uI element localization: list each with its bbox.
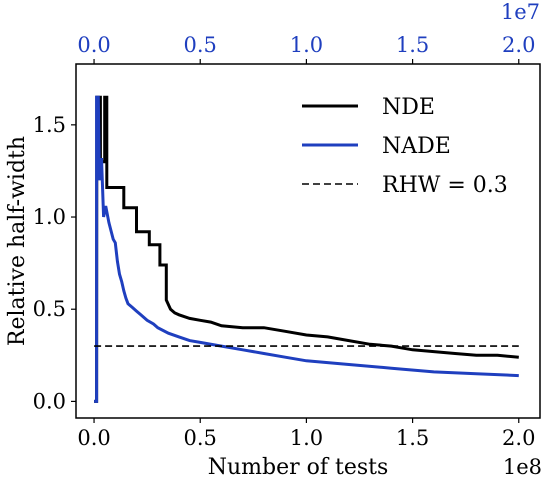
y-tick-label: 0.0 — [33, 389, 66, 413]
x-tick-label: 2.0 — [502, 426, 535, 450]
series-layer — [94, 95, 519, 403]
top-tick-label: 0.0 — [77, 33, 110, 57]
y-tick-label: 1.0 — [33, 205, 66, 229]
top-tick-label: 2.0 — [502, 33, 535, 57]
x-axis-multiplier: 1e8 — [503, 455, 542, 479]
legend-label-nade: NADE — [382, 134, 451, 159]
top-axis-multiplier: 1e7 — [501, 0, 540, 24]
legend: NDE NADE RHW = 0.3 — [302, 95, 508, 198]
y-tick-label: 1.5 — [33, 113, 66, 137]
x-tick-label: 1.5 — [396, 426, 429, 450]
legend-label-nde: NDE — [382, 95, 435, 120]
x-tick-label: 0.0 — [77, 426, 110, 450]
axes-frame — [75, 63, 541, 419]
top-tick-label: 0.5 — [184, 33, 217, 57]
top-tick-label: 1.0 — [290, 33, 323, 57]
x-axis-title: Number of tests — [208, 455, 389, 480]
ticks-layer: 0.0 0.5 1.0 1.5 2.0 0.0 0.5 1.0 1.5 2.0 0.0 0.5 1.0 1… — [33, 33, 536, 450]
plot-area: 0.0 0.5 1.0 1.5 2.0 0.0 0.5 1.0 1.5 2.0 0.0 0.5 1.0 1… — [33, 33, 541, 450]
series-nade — [94, 95, 519, 403]
top-tick-label: 1.5 — [396, 33, 429, 57]
series-nde — [94, 95, 519, 403]
y-axis-title: Relative half-width — [5, 136, 30, 346]
x-tick-label: 0.5 — [184, 426, 217, 450]
y-tick-label: 0.5 — [33, 297, 66, 321]
legend-label-rhw: RHW = 0.3 — [382, 173, 508, 198]
x-tick-label: 1.0 — [290, 426, 323, 450]
